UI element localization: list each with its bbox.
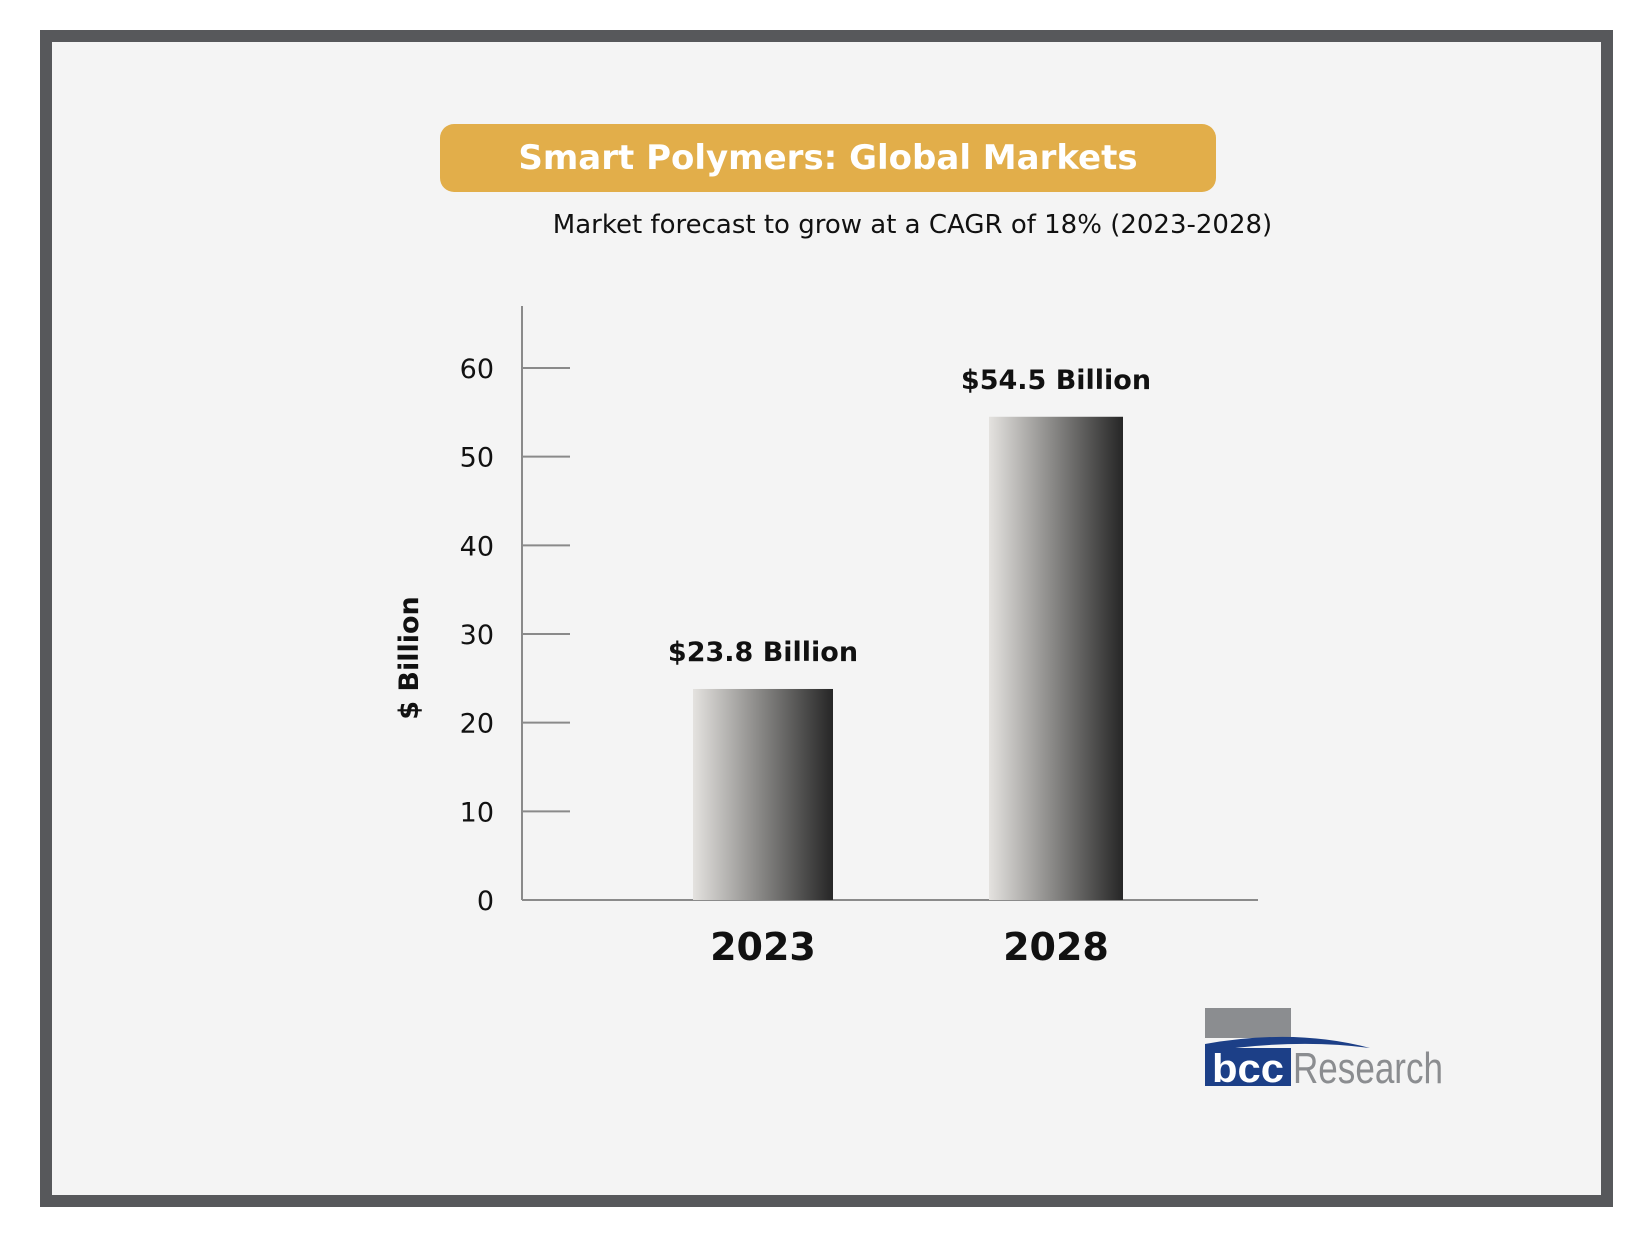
data-label: $54.5 Billion <box>961 365 1151 396</box>
data-label: $23.8 Billion <box>668 637 858 668</box>
chart-subtitle: Market forecast to grow at a CAGR of 18%… <box>552 210 1273 240</box>
x-category-label: 2028 <box>1003 925 1109 969</box>
bar <box>989 416 1123 900</box>
chart-title: Smart Polymers: Global Markets <box>518 138 1138 178</box>
y-tick-label: 60 <box>460 354 494 385</box>
chart-labels: $23.8 Billion 2023 $54.5 Billion 2028 <box>668 365 1151 969</box>
bar <box>693 688 833 900</box>
y-tick-label: 50 <box>460 443 494 474</box>
y-axis-title: $ Billion <box>394 596 425 720</box>
logo-research-text: Research <box>1293 1044 1443 1088</box>
x-category-label: 2023 <box>710 925 816 969</box>
y-tick-label: 30 <box>460 620 494 651</box>
y-tick-label: 20 <box>460 709 494 740</box>
logo-brand: bcc <box>1212 1047 1284 1088</box>
title-banner: Smart Polymers: Global Markets <box>440 124 1216 192</box>
logo-swoosh <box>1205 1036 1370 1052</box>
logo-grey-block <box>1205 1008 1291 1038</box>
y-tick-label: 10 <box>460 797 494 828</box>
y-tick-label: 40 <box>460 531 494 562</box>
logo-blue-block <box>1205 1048 1291 1086</box>
y-tick-label: 0 <box>477 886 494 917</box>
chart-bars <box>693 416 1123 900</box>
chart-frame <box>40 30 1613 1207</box>
chart-axes: 0 10 20 30 40 50 60 $ Billion <box>394 306 1258 917</box>
bcc-research-logo: bcc Research <box>1205 1008 1443 1088</box>
